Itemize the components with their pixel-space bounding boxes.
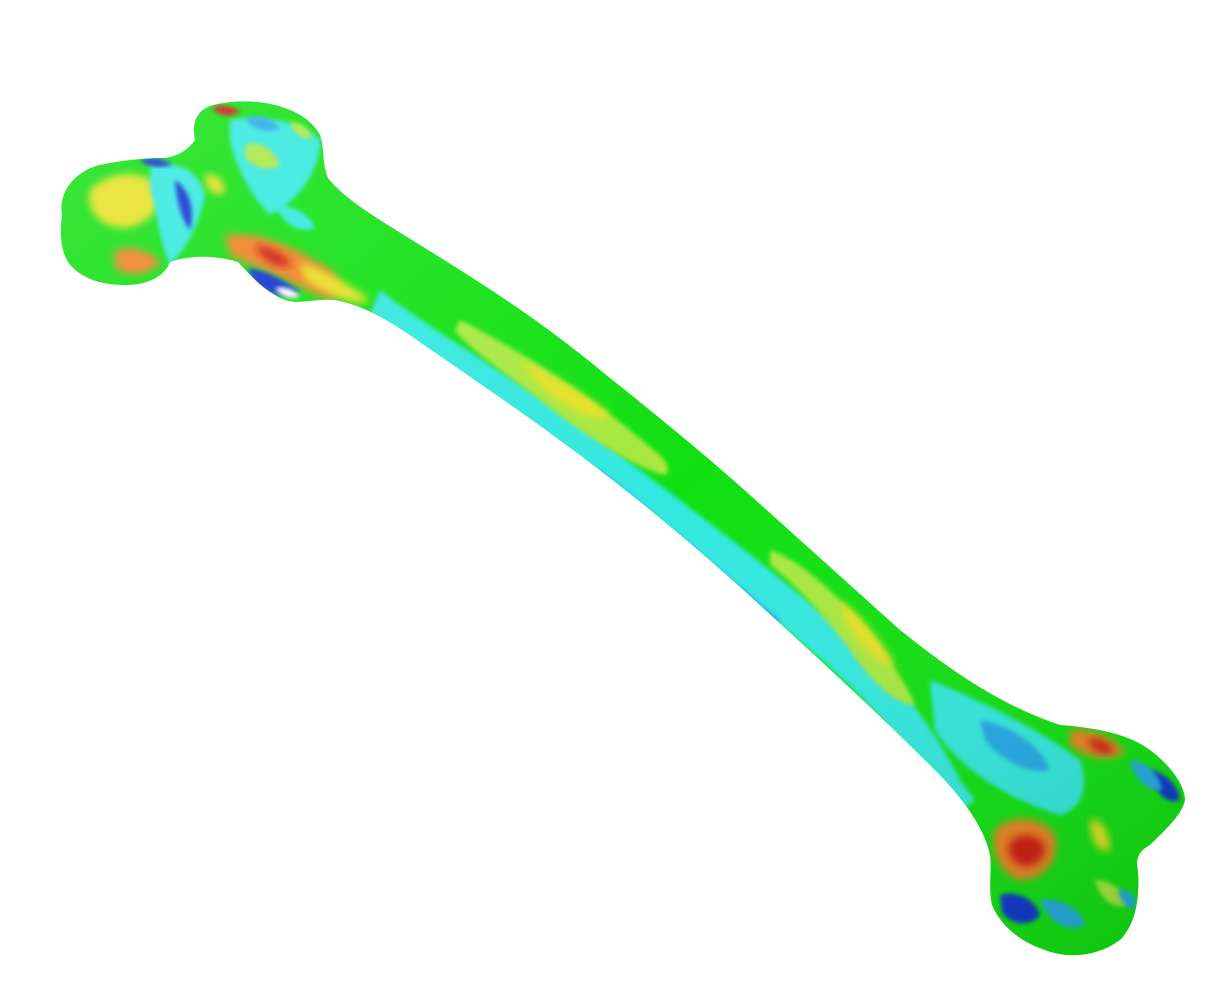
- surface-shading: [60, 101, 1185, 956]
- surface-colormap: [60, 101, 1185, 956]
